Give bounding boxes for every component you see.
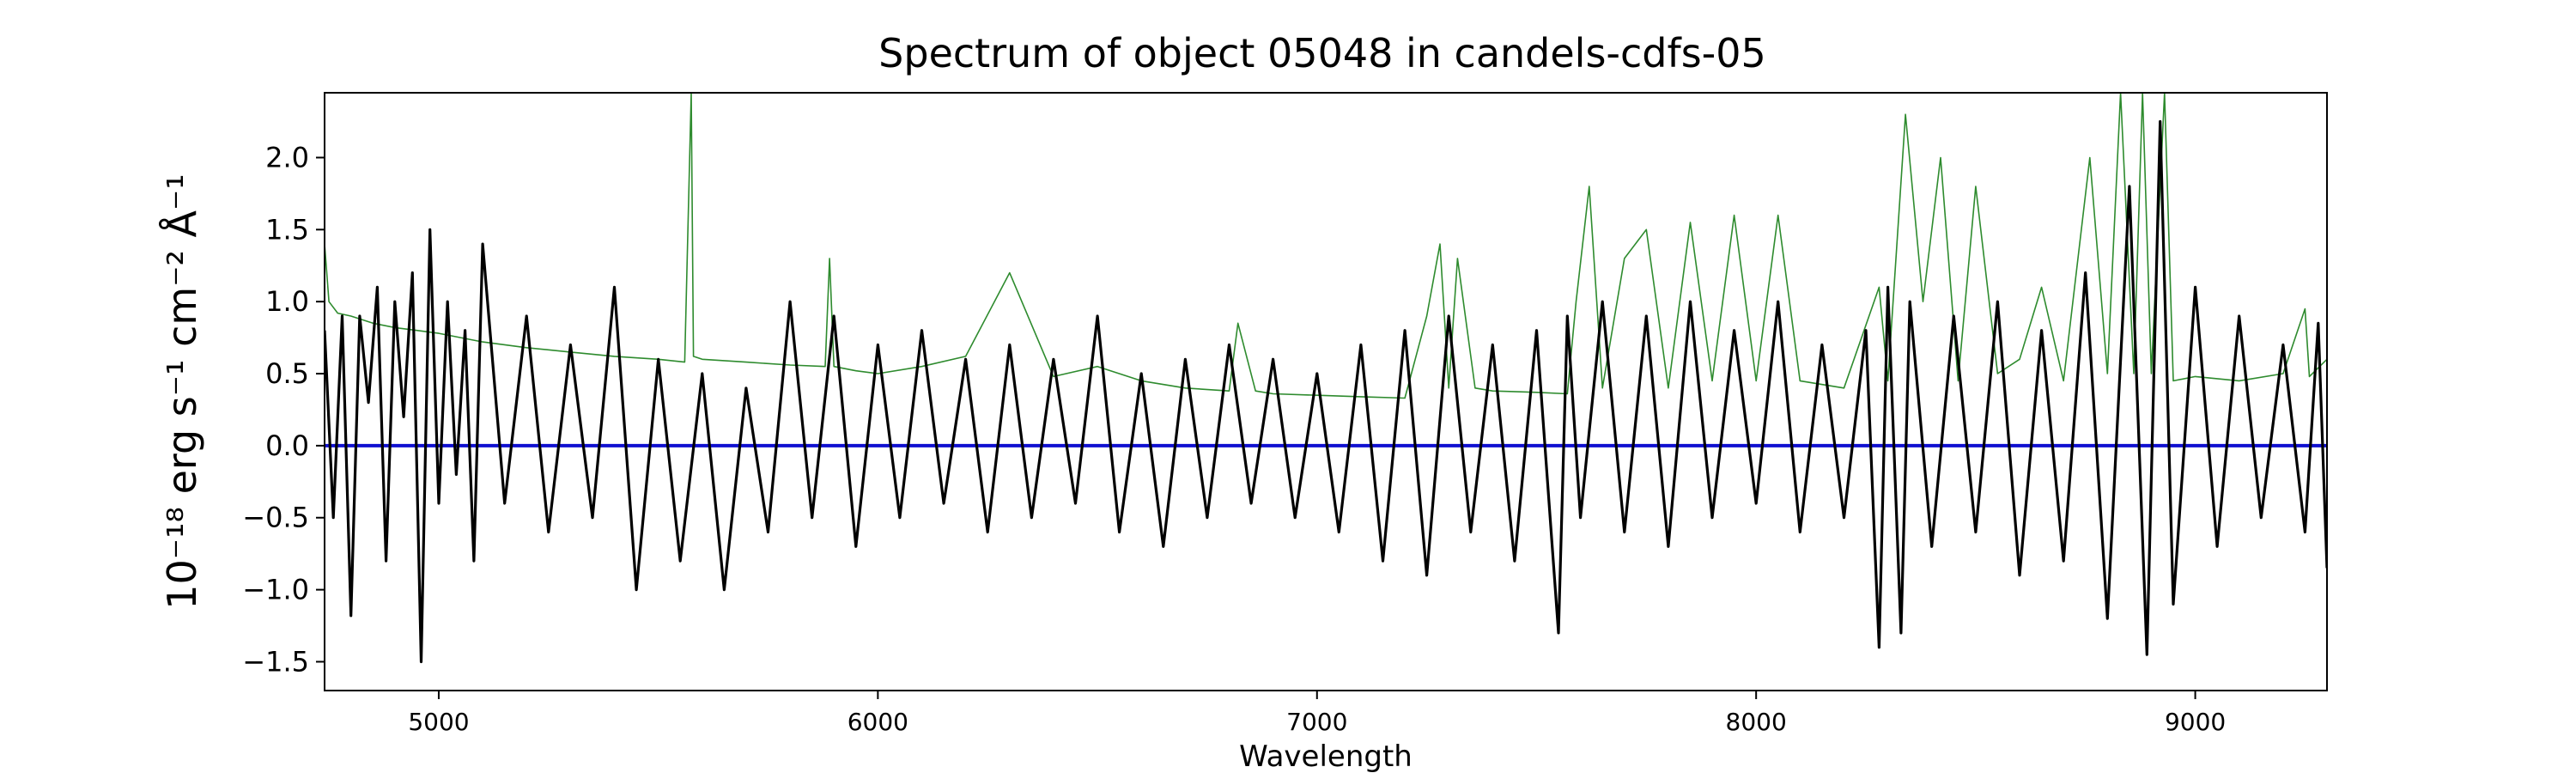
y-tick-label: −1.0: [242, 574, 309, 606]
y-tick-label: 0.5: [265, 357, 309, 390]
y-tick-label: −1.5: [242, 645, 309, 678]
chart-title: Spectrum of object 05048 in candels-cdfs…: [878, 30, 1766, 76]
series-layer: [325, 93, 2327, 664]
flux-series-line: [325, 119, 2327, 664]
plot-area: 5000 6000 7000 8000 9000 −1.5 −1.0 −0.5 0.0 0.5 1…: [242, 92, 2328, 736]
x-tick-label: 6000: [848, 708, 908, 736]
y-tick-label: −0.5: [242, 502, 309, 534]
error-series-line: [325, 93, 2327, 399]
x-tick-label: 8000: [1726, 708, 1787, 736]
plot-frame: [324, 92, 2328, 691]
x-tick-label: 9000: [2165, 708, 2226, 736]
x-tick-label: 5000: [408, 708, 469, 736]
y-tick-label: 1.0: [265, 285, 309, 318]
y-axis-label: 10⁻¹⁸ erg s⁻¹ cm⁻² Å⁻¹: [159, 173, 205, 609]
y-ticks: −1.5 −1.0 −0.5 0.0 0.5 1.0 1.5 2.0: [242, 141, 325, 678]
y-tick-label: 0.0: [265, 429, 309, 462]
x-ticks: 5000 6000 7000 8000 9000: [408, 691, 2226, 736]
x-tick-label: 7000: [1286, 708, 1347, 736]
x-axis-label: Wavelength: [1239, 740, 1413, 773]
y-tick-label: 2.0: [265, 141, 309, 173]
y-tick-label: 1.5: [265, 213, 309, 246]
